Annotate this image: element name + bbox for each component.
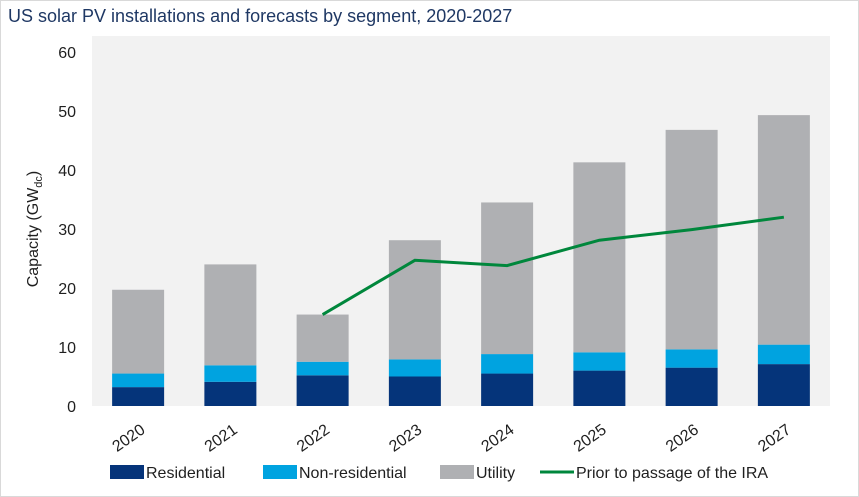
bar-residential-2024 — [481, 373, 534, 406]
y-tick-label: 10 — [58, 340, 76, 357]
plot-area — [92, 36, 830, 406]
x-tick-label: 2027 — [755, 421, 794, 455]
bar-non-residential-2025 — [573, 352, 626, 371]
bar-utility-2021 — [204, 264, 257, 366]
bar-non-residential-2027 — [757, 344, 810, 365]
legend-swatch — [263, 465, 297, 479]
legend-swatch — [440, 465, 474, 479]
bar-residential-2022 — [296, 375, 349, 406]
x-tick-label: 2022 — [294, 421, 333, 455]
y-tick-label: 0 — [67, 399, 76, 416]
y-tick-label: 60 — [58, 45, 76, 62]
bar-residential-2026 — [665, 367, 718, 406]
legend-label: Utility — [476, 465, 515, 482]
x-tick-label: 2023 — [386, 421, 425, 455]
bar-non-residential-2022 — [296, 361, 349, 376]
bar-non-residential-2021 — [204, 365, 257, 382]
x-tick-label: 2026 — [663, 421, 702, 455]
bar-non-residential-2023 — [388, 359, 441, 377]
x-tick-label: 2021 — [202, 421, 241, 455]
y-axis-label: Capacity (GWdc) — [25, 171, 45, 288]
legend-label: Prior to passage of the IRA — [576, 465, 768, 482]
bar-residential-2027 — [757, 364, 810, 406]
x-tick-label: 2025 — [571, 421, 610, 455]
bar-utility-2022 — [296, 314, 349, 362]
bar-utility-2020 — [112, 289, 165, 374]
line-prior-to-ira — [321, 215, 785, 316]
chart-title: US solar PV installations and forecasts … — [8, 6, 513, 26]
bar-utility-2026 — [665, 129, 718, 350]
y-tick-label: 30 — [58, 222, 76, 239]
y-tick-label: 20 — [58, 281, 76, 298]
bar-utility-2024 — [481, 202, 534, 355]
y-tick-label: 40 — [58, 163, 76, 180]
bar-residential-2021 — [204, 381, 257, 406]
bar-residential-2023 — [388, 376, 441, 406]
bar-utility-2027 — [757, 115, 810, 345]
bar-utility-2023 — [388, 240, 441, 360]
legend-swatch — [110, 465, 144, 479]
legend-label: Residential — [146, 465, 225, 482]
bar-residential-2025 — [573, 370, 626, 406]
x-tick-label: 2024 — [479, 421, 518, 455]
bar-utility-2025 — [573, 162, 626, 353]
bar-non-residential-2024 — [481, 354, 534, 374]
y-tick-label: 50 — [58, 104, 76, 121]
bar-residential-2020 — [112, 387, 165, 406]
legend-label: Non-residential — [299, 465, 407, 482]
bar-non-residential-2026 — [665, 349, 718, 368]
bar-non-residential-2020 — [112, 373, 165, 388]
x-tick-label: 2020 — [110, 421, 149, 455]
